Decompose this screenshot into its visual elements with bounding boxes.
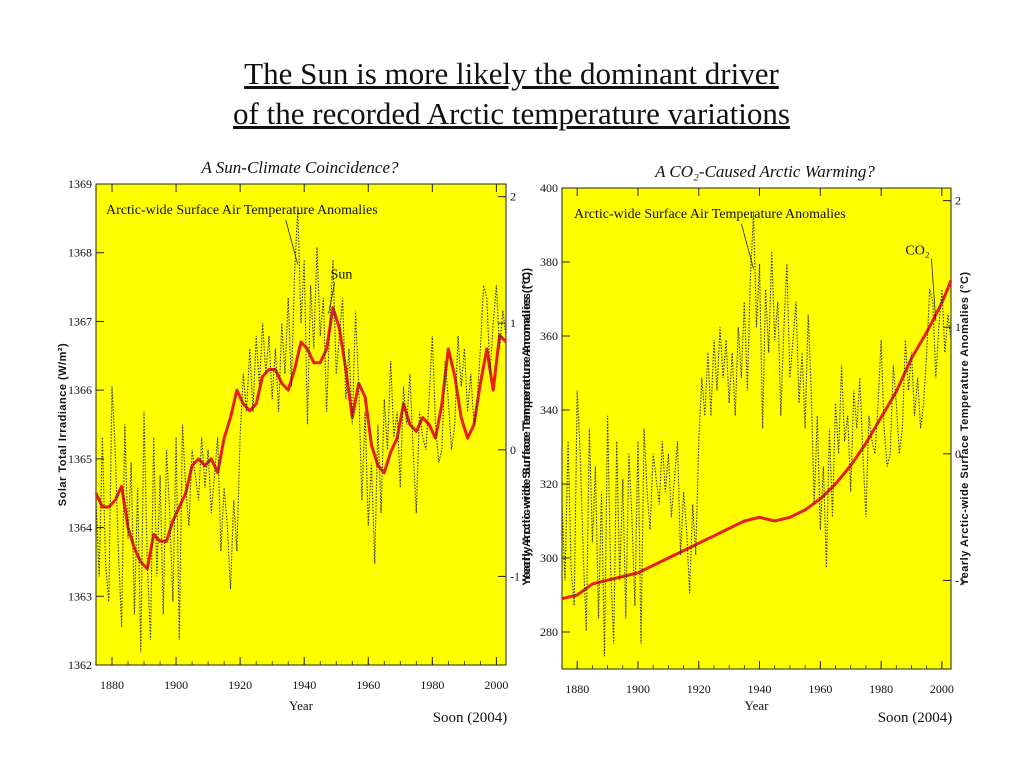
chart1-annotation-series-leader [328,282,336,314]
chart2-x-tick-label: 2000 [930,682,954,696]
chart1-x-tick-label: 1880 [100,678,124,692]
chart2-y-left-tick-label: 280 [540,625,558,639]
chart1-x-tick-label: 2000 [484,678,508,692]
chart2-annotation-series-leader [931,258,937,322]
chart1-x-tick-label: 1980 [420,678,444,692]
chart2-y-left-tick-label: 300 [540,551,558,565]
chart2-y-right-tick-label: -1 [955,573,965,587]
chart2-y-left-tick-label: 360 [540,329,558,343]
chart1-y-left-tick-label: 1366 [68,383,92,397]
chart1-credit: Soon (2004) [433,710,508,726]
chart1-y-left-tick-label: 1363 [68,589,92,603]
chart1-series-temperature-line [95,209,507,653]
chart2-y-right-tick-label: 1 [955,320,961,334]
chart2-series-temperature-line [561,213,952,657]
chart1-annotation-temperature-leader [285,219,299,265]
chart2-annotation-temperature-leader [741,223,754,269]
chart1-annotation-series: Sun [331,268,353,283]
slide-title-line-2: of the recorded Arctic temperature varia… [233,96,790,131]
chart1-x-label: Year [289,698,314,713]
chart2-x-tick-label: 1880 [565,682,589,696]
chart2-y-left-tick-label: 340 [540,403,558,417]
chart2-x-tick-label: 1980 [869,682,893,696]
chart1-y-right-tick-label: -1 [510,569,520,583]
chart1-y-left-tick-label: 1368 [68,246,92,260]
chart2-y-left-tick-label: 400 [540,181,558,195]
chart2-y-left-label: Yearly Arctic-wide Surface Temperature A… [521,271,533,585]
chart1-annotation-temperature: Arctic-wide Surface Air Temperature Anom… [106,203,378,218]
chart1-y-left-label: Solar Total Irradiance (W/m²) [57,343,69,506]
chart1-y-right-label: Yearly Arctic-wide Surface Temperature A… [521,267,533,581]
chart1-y-right-tick-label: 1 [510,316,516,330]
chart2-x-tick-label: 1920 [687,682,711,696]
slide-title-line-1: The Sun is more likely the dominant driv… [244,56,779,91]
chart1-y-right-tick-label: 2 [510,190,516,204]
chart1-y-left-tick-label: 1367 [68,314,92,328]
chart2-plot-area [561,187,952,670]
chart1-y-left-tick-label: 1364 [68,521,92,535]
chart2-y-left-tick-label: 320 [540,477,558,491]
chart2-x-label: Year [745,698,770,713]
chart1-y-left-tick-label: 1362 [68,658,92,672]
chart1-x-tick-label: 1960 [356,678,380,692]
chart2-x-tick-label: 1960 [808,682,832,696]
chart2-title: A CO₂-Caused Arctic Warming? [654,162,875,181]
chart2-annotation-series: CO₂ [905,244,929,259]
chart1-y-left-tick-label: 1369 [68,177,92,191]
chart2-credit: Soon (2004) [878,710,953,726]
chart2-y-right-tick-label: 2 [955,194,961,208]
chart1-x-tick-label: 1900 [164,678,188,692]
chart1-title: A Sun-Climate Coincidence? [200,158,399,177]
chart2-series-primary-line [561,279,953,601]
chart1-series-primary-line [94,306,508,571]
chart2-y-left-tick-label: 380 [540,255,558,269]
chart1-x-tick-label: 1920 [228,678,252,692]
chart2-y-right-label: Yearly Arctic-wide Surface Temperature A… [959,271,971,585]
chart1-plot-area [95,183,507,666]
chart2-x-tick-label: 1900 [626,682,650,696]
chart1-x-tick-label: 1940 [292,678,316,692]
chart2-annotation-temperature: Arctic-wide Surface Air Temperature Anom… [574,207,846,222]
chart2-y-right-tick-label: 0 [955,447,961,461]
chart2-x-tick-label: 1940 [748,682,772,696]
chart1-y-right-tick-label: 0 [510,443,516,457]
chart1-y-left-tick-label: 1365 [68,452,92,466]
